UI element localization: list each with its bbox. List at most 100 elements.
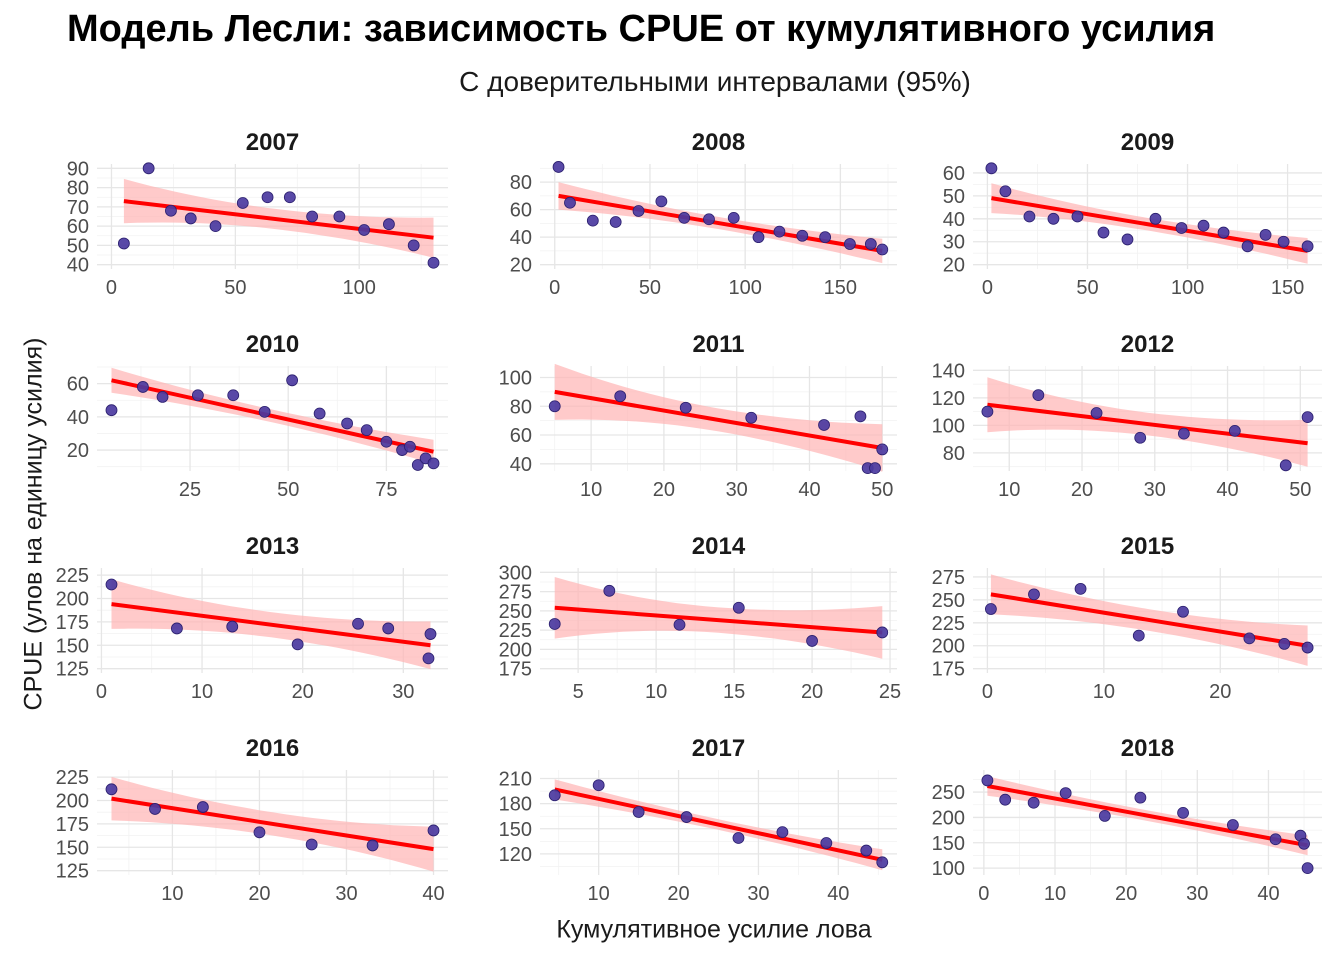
data-point — [313, 407, 326, 420]
data-point — [1298, 837, 1310, 850]
data-point — [752, 231, 765, 244]
data-point — [156, 391, 169, 403]
data-point — [226, 620, 239, 633]
y-tick-label: 40 — [510, 454, 532, 476]
data-point — [411, 459, 424, 471]
data-point — [1121, 233, 1134, 246]
data-point — [360, 424, 373, 437]
y-tick-label: 200 — [56, 791, 89, 813]
y-tick-label: 60 — [943, 163, 965, 185]
data-point — [806, 635, 818, 647]
data-point — [727, 211, 740, 224]
data-point — [286, 374, 299, 387]
data-point — [1217, 226, 1230, 239]
y-tick-label: 140 — [932, 360, 965, 382]
facet-panel-2011: 10 20 30 40 50 40 60 80 100 2011 — [499, 331, 897, 501]
confidence-band — [554, 363, 883, 472]
x-tick-label: 10 — [191, 681, 213, 703]
y-tick-label: 30 — [943, 232, 965, 254]
regression-line — [554, 605, 883, 635]
data-point — [1226, 819, 1239, 831]
data-point — [1134, 791, 1147, 804]
regression-line — [987, 402, 1308, 446]
x-tick-label: 30 — [726, 479, 748, 501]
x-tick-label: 15 — [723, 681, 745, 703]
x-tick-label: 25 — [879, 681, 901, 703]
data-point — [732, 832, 745, 844]
y-tick-label: 80 — [510, 172, 532, 194]
x-axis-label: Кумулятивное усилие лова — [556, 915, 872, 944]
data-point — [820, 837, 833, 849]
y-tick-label: 50 — [67, 235, 89, 257]
panel-title: 2013 — [246, 533, 299, 560]
data-point — [1278, 637, 1291, 650]
data-point — [1301, 641, 1314, 654]
data-point — [261, 191, 274, 204]
x-tick-label: 0 — [549, 277, 560, 299]
x-tick-label: 0 — [982, 681, 993, 703]
data-point — [1243, 632, 1256, 645]
data-point — [552, 161, 565, 173]
x-tick-label: 20 — [653, 479, 675, 501]
y-tick-label: 60 — [67, 216, 89, 238]
panel-title: 2012 — [1121, 331, 1174, 358]
data-point — [1277, 235, 1290, 248]
x-tick-label: 20 — [292, 681, 314, 703]
regression-line — [987, 784, 1308, 848]
x-tick-label: 150 — [1271, 277, 1304, 299]
data-point — [1259, 228, 1272, 241]
data-point — [981, 405, 994, 418]
data-point — [985, 603, 997, 615]
data-point — [209, 220, 222, 233]
data-point — [876, 856, 889, 869]
y-tick-label: 60 — [510, 200, 532, 222]
y-tick-label: 120 — [932, 388, 965, 410]
x-tick-label: 10 — [998, 479, 1020, 501]
y-tick-label: 225 — [56, 565, 89, 587]
facet-panel-2008: 0 50 100 150 20 40 60 80 2008 — [510, 129, 897, 299]
panel-title: 2007 — [246, 129, 299, 156]
data-point — [258, 405, 271, 418]
y-tick-label: 150 — [932, 833, 965, 855]
x-tick-label: 25 — [179, 479, 201, 501]
panel-title: 2018 — [1121, 735, 1174, 762]
data-point — [586, 214, 599, 227]
x-tick-label: 20 — [248, 883, 270, 905]
data-point — [776, 826, 789, 839]
y-tick-label: 200 — [56, 589, 89, 611]
data-point — [843, 238, 856, 250]
data-point — [404, 440, 416, 453]
y-tick-label: 40 — [943, 209, 965, 231]
data-point — [105, 783, 118, 796]
data-point — [1301, 862, 1314, 875]
data-point — [1301, 411, 1314, 424]
y-tick-label: 175 — [56, 612, 89, 634]
data-point — [632, 806, 645, 818]
data-point — [1132, 629, 1145, 642]
data-point — [1279, 459, 1292, 472]
x-tick-label: 10 — [588, 883, 610, 905]
x-tick-label: 40 — [1216, 479, 1238, 501]
data-point — [427, 457, 440, 470]
data-point — [105, 404, 118, 417]
regression-line — [554, 389, 883, 450]
y-tick-label: 250 — [932, 782, 965, 804]
x-tick-label: 10 — [580, 479, 602, 501]
y-tick-label: 250 — [932, 590, 965, 612]
data-point — [1071, 210, 1084, 223]
data-point — [876, 443, 889, 456]
x-tick-label: 20 — [667, 883, 689, 905]
data-point — [1177, 806, 1189, 819]
x-tick-label: 50 — [1289, 479, 1311, 501]
data-point — [1059, 787, 1072, 799]
y-tick-label: 100 — [932, 415, 965, 437]
data-point — [603, 584, 616, 597]
y-tick-label: 175 — [499, 659, 532, 681]
data-point — [548, 618, 561, 630]
data-point — [1177, 427, 1190, 440]
y-tick-label: 200 — [932, 807, 965, 829]
data-point — [305, 838, 318, 851]
